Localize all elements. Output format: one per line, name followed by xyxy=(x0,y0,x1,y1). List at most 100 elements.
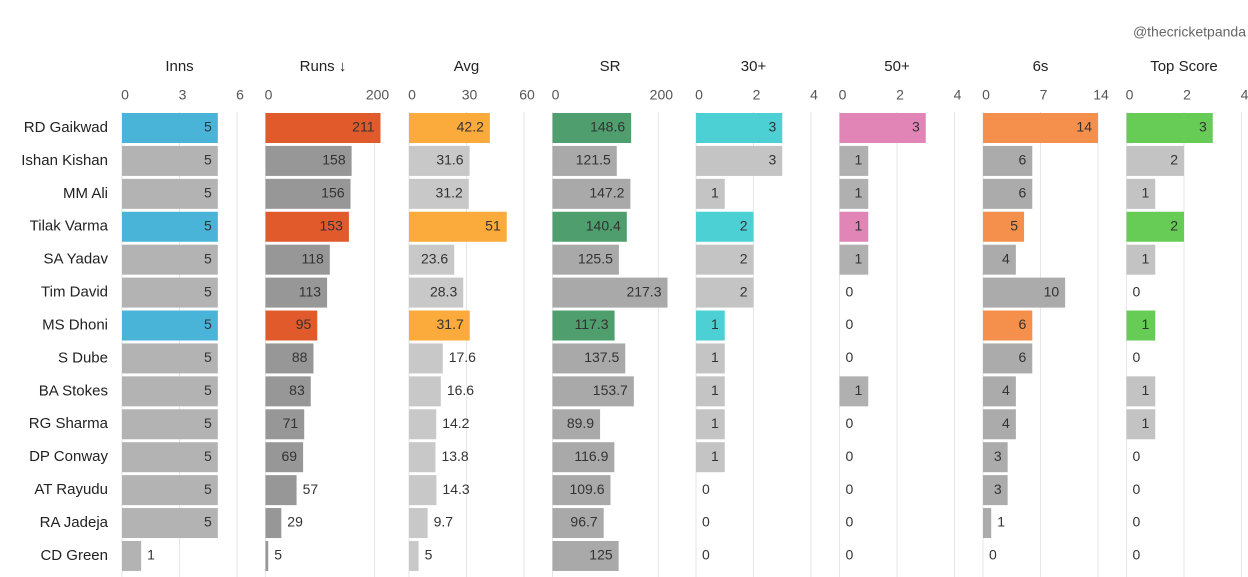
value-label: 5 xyxy=(1010,217,1018,233)
value-label: 147.2 xyxy=(589,185,624,201)
column-header: SR xyxy=(600,58,621,75)
value-label: 5 xyxy=(204,415,212,431)
bar xyxy=(409,343,443,374)
value-label: 1 xyxy=(147,547,155,563)
value-label: 0 xyxy=(1133,547,1141,563)
value-label: 113 xyxy=(299,283,322,299)
bar xyxy=(122,211,218,242)
column-header: Top Score xyxy=(1150,58,1218,75)
x-tick-label: 3 xyxy=(179,87,187,103)
value-label: 5 xyxy=(274,547,282,563)
value-label: 3 xyxy=(912,119,920,135)
bar xyxy=(983,442,1008,473)
value-label: 0 xyxy=(1133,349,1141,365)
value-label: 28.3 xyxy=(430,283,457,299)
bar xyxy=(983,409,1016,440)
value-label: 29 xyxy=(287,514,303,530)
bar xyxy=(552,113,632,143)
bar xyxy=(552,540,619,571)
bar xyxy=(122,244,218,275)
value-label: 14 xyxy=(1076,119,1092,135)
x-tick-label: 30 xyxy=(462,87,478,103)
value-label: 4 xyxy=(1002,382,1010,398)
value-label: 4 xyxy=(1002,415,1010,431)
bar xyxy=(552,310,615,341)
bar xyxy=(696,145,783,176)
bar xyxy=(696,244,754,275)
value-label: 1 xyxy=(1141,250,1149,266)
bar xyxy=(839,113,926,143)
bar xyxy=(983,277,1066,308)
x-tick-label: 4 xyxy=(1241,87,1248,103)
bar xyxy=(122,409,218,440)
value-label: 1 xyxy=(854,382,862,398)
value-label: 3 xyxy=(768,119,776,135)
bar xyxy=(409,113,490,143)
bar xyxy=(122,475,218,506)
value-label: 0 xyxy=(846,316,854,332)
value-label: 5 xyxy=(204,152,212,168)
watermark: @thecricketpanda xyxy=(1133,24,1246,40)
bar xyxy=(265,540,269,571)
bar xyxy=(552,211,627,242)
value-label: 6 xyxy=(1018,316,1026,332)
bar xyxy=(122,277,218,308)
bar xyxy=(696,409,725,440)
bar xyxy=(552,409,601,440)
bar xyxy=(265,343,314,374)
value-label: 42.2 xyxy=(457,119,484,135)
x-tick-label: 6 xyxy=(236,87,244,103)
bar xyxy=(409,508,428,539)
player-name: Tilak Varma xyxy=(30,218,109,235)
value-label: 1 xyxy=(711,415,719,431)
value-label: 5 xyxy=(204,316,212,332)
bar xyxy=(696,310,725,341)
value-label: 2 xyxy=(740,283,748,299)
column-header: 6s xyxy=(1033,58,1049,75)
player-name: RA Jadeja xyxy=(40,514,109,531)
value-label: 2 xyxy=(740,217,748,233)
bar xyxy=(1126,113,1213,143)
value-label: 5 xyxy=(425,547,433,563)
value-label: 14.3 xyxy=(442,481,469,497)
column-header: 50+ xyxy=(884,58,910,75)
x-tick-label: 2 xyxy=(896,87,904,103)
value-label: 9.7 xyxy=(434,514,454,530)
bar xyxy=(265,508,282,539)
bar xyxy=(1126,409,1156,440)
value-label: 5 xyxy=(204,217,212,233)
bar xyxy=(122,442,218,473)
value-label: 125 xyxy=(589,547,613,563)
value-label: 121.5 xyxy=(576,152,611,168)
bar xyxy=(552,475,611,506)
value-label: 31.6 xyxy=(436,152,463,168)
bar xyxy=(983,376,1016,407)
value-label: 1 xyxy=(1141,185,1149,201)
value-label: 0 xyxy=(989,547,997,563)
x-tick-label: 200 xyxy=(366,87,390,103)
value-label: 6 xyxy=(1018,185,1026,201)
value-label: 5 xyxy=(204,250,212,266)
x-tick-label: 0 xyxy=(1126,87,1134,103)
bar xyxy=(696,277,754,308)
player-name: BA Stokes xyxy=(39,382,108,399)
player-name: Ishan Kishan xyxy=(21,152,108,169)
column-header: Runs ↓ xyxy=(300,58,347,75)
value-label: 69 xyxy=(282,448,298,464)
x-tick-label: 4 xyxy=(954,87,962,103)
bar xyxy=(839,376,869,407)
bar xyxy=(1126,145,1184,176)
bar xyxy=(409,277,464,308)
value-label: 5 xyxy=(204,119,212,135)
bar xyxy=(696,211,754,242)
bar xyxy=(983,244,1016,275)
bar xyxy=(265,113,381,143)
player-name: SA Yadav xyxy=(44,251,109,268)
value-label: 153 xyxy=(320,217,344,233)
player-name: RD Gaikwad xyxy=(24,119,108,136)
value-label: 2 xyxy=(1170,217,1178,233)
value-label: 13.8 xyxy=(441,448,468,464)
value-label: 117.3 xyxy=(575,316,609,332)
bar xyxy=(265,475,297,506)
bar xyxy=(839,178,869,209)
